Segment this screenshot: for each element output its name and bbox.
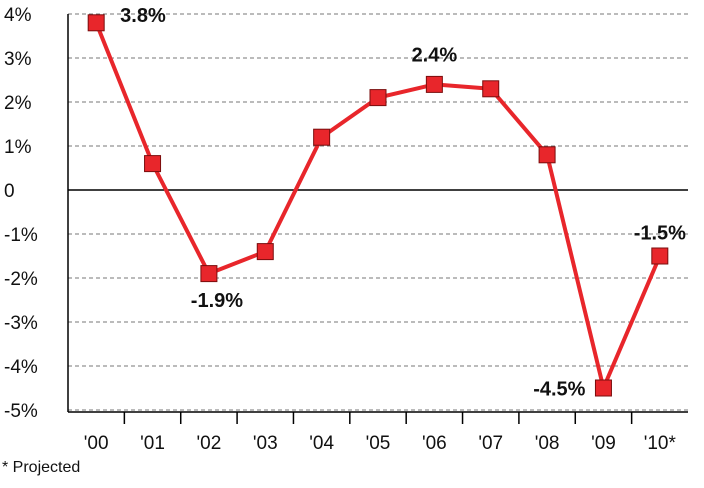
data-point xyxy=(482,80,500,98)
y-tick-label: -2% xyxy=(4,269,38,290)
x-tick-label: '07 xyxy=(478,433,503,454)
y-tick-label: 1% xyxy=(4,137,32,158)
y-tick-label: -4% xyxy=(4,357,38,378)
data-label: 2.4% xyxy=(412,45,458,67)
data-point xyxy=(200,265,218,283)
data-point xyxy=(144,155,162,173)
x-tick-label: '08 xyxy=(535,433,560,454)
data-label: -4.5% xyxy=(533,378,585,400)
y-tick-label: 4% xyxy=(4,5,32,26)
x-tick-label: '09 xyxy=(591,433,616,454)
data-label: -1.9% xyxy=(191,290,243,312)
y-tick-label: -1% xyxy=(4,225,38,246)
footnote: * Projected xyxy=(2,459,80,476)
data-point xyxy=(87,14,105,32)
data-label: 3.8% xyxy=(120,5,166,27)
x-tick-label: '01 xyxy=(140,433,165,454)
y-tick-label: -3% xyxy=(4,313,38,334)
data-point xyxy=(425,75,443,93)
x-tick-label: '00 xyxy=(84,433,109,454)
data-point xyxy=(369,89,387,107)
x-tick-label: '06 xyxy=(422,433,447,454)
data-label: -1.5% xyxy=(634,222,686,244)
y-tick-label: 0 xyxy=(4,181,15,202)
x-tick-label: '03 xyxy=(253,433,278,454)
y-tick-label: 3% xyxy=(4,49,32,70)
data-point xyxy=(651,247,669,265)
x-tick-label: '05 xyxy=(366,433,391,454)
y-tick-label: 2% xyxy=(4,93,32,114)
x-tick-label: '10* xyxy=(644,433,677,454)
data-point xyxy=(256,243,274,261)
data-line xyxy=(94,22,662,390)
x-tick-label: '04 xyxy=(309,433,334,454)
y-tick-label: -5% xyxy=(4,401,38,422)
data-point xyxy=(594,379,612,397)
data-point xyxy=(313,128,331,146)
x-tick-label: '02 xyxy=(197,433,222,454)
data-point xyxy=(538,146,556,164)
